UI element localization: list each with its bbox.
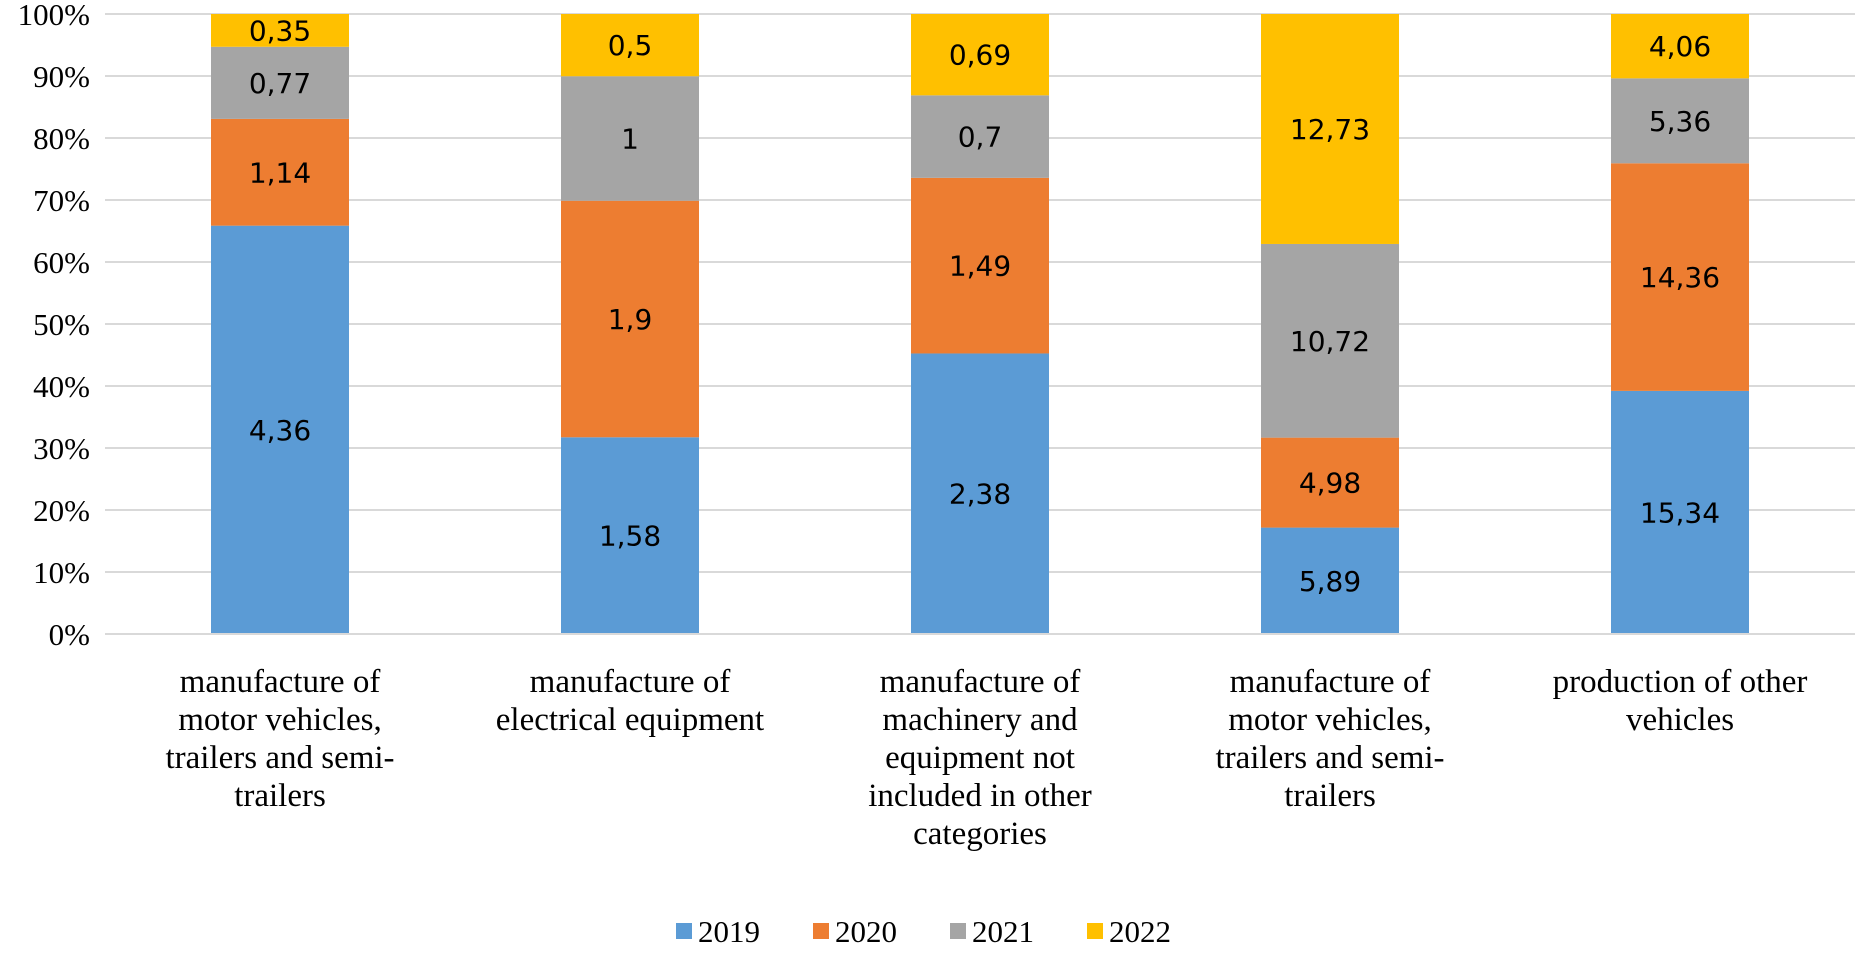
x-category-label-line: electrical equipment xyxy=(496,702,764,738)
data-label: 12,73 xyxy=(1290,113,1370,146)
data-label: 15,34 xyxy=(1640,496,1720,529)
bar-segment-2021 xyxy=(561,76,699,201)
x-category-label-line: motor vehicles, xyxy=(1228,702,1431,738)
x-category-label-line: categories xyxy=(913,816,1047,852)
data-label: 4,06 xyxy=(1649,30,1711,63)
data-label: 1,58 xyxy=(599,520,661,553)
data-label: 0,35 xyxy=(249,14,311,47)
bars: 4,36 1,14 0,77 0,35 1,58 1,9 1 0,5 2,38 1,49 0,7 0,… xyxy=(211,14,1749,635)
legend-label: 2019 xyxy=(698,914,760,949)
x-category-label-line: manufacture of xyxy=(530,664,731,700)
legend-swatch-2019 xyxy=(676,923,692,939)
bar-segment-2020 xyxy=(1611,163,1749,391)
bar-segment-2020 xyxy=(561,200,699,438)
x-category-label-line: manufacture of xyxy=(180,664,381,700)
bar-segment-2021 xyxy=(911,95,1049,178)
bar-segment-2022 xyxy=(211,14,349,47)
y-tick-label: 90% xyxy=(33,59,90,94)
data-label: 4,98 xyxy=(1299,467,1361,500)
bar-segment-2022 xyxy=(1611,14,1749,79)
x-category-label-line: trailers xyxy=(1284,778,1376,814)
x-category-label: manufacture of motor vehicles, trailers an… xyxy=(165,664,394,814)
x-category-label: manufacture of machinery and equipment not… xyxy=(868,664,1092,852)
bar-segment-2019 xyxy=(1611,390,1749,634)
x-category-label: production of other vehicles xyxy=(1553,664,1808,738)
y-tick-label: 20% xyxy=(33,493,90,528)
y-tick-label: 40% xyxy=(33,369,90,404)
data-label: 1,9 xyxy=(608,303,653,336)
y-tick-label: 80% xyxy=(33,121,90,156)
legend-label: 2022 xyxy=(1109,914,1171,949)
y-tick-label: 30% xyxy=(33,431,90,466)
data-label: 10,72 xyxy=(1290,325,1370,358)
bar-segment-2019 xyxy=(561,437,699,634)
data-label: 1 xyxy=(621,122,639,155)
y-tick-label: 50% xyxy=(33,307,90,342)
bar-segment-2022 xyxy=(1261,14,1399,244)
legend-label: 2020 xyxy=(835,914,897,949)
data-label: 5,89 xyxy=(1299,565,1361,598)
legend-swatch-2021 xyxy=(950,923,966,939)
data-label: 1,49 xyxy=(949,250,1011,283)
x-axis: manufacture of motor vehicles, trailers an… xyxy=(105,633,1855,852)
y-tick-label: 60% xyxy=(33,245,90,280)
x-category-label: manufacture of electrical equipment xyxy=(496,664,764,738)
legend-label: 2021 xyxy=(972,914,1034,949)
bar-segment-2021 xyxy=(1611,78,1749,164)
legend: 2019 2020 2021 2022 xyxy=(676,914,1171,949)
y-axis: 0% 10% 20% 30% 40% 50% 60% 70% 80% 90% 100% xyxy=(18,0,90,652)
legend-swatch-2022 xyxy=(1087,923,1103,939)
y-tick-label: 0% xyxy=(49,617,90,652)
bar-segment-2019 xyxy=(1261,527,1399,634)
bar-segment-2021 xyxy=(1261,243,1399,438)
x-category-label-line: equipment not xyxy=(885,740,1075,776)
x-category-label-line: trailers and semi- xyxy=(1215,740,1444,776)
data-label: 5,36 xyxy=(1649,105,1711,138)
bar-segment-2022 xyxy=(911,14,1049,96)
legend-swatch-2020 xyxy=(813,923,829,939)
y-tick-label: 100% xyxy=(18,0,90,32)
bar-segment-2020 xyxy=(1261,437,1399,528)
data-label: 14,36 xyxy=(1640,261,1720,294)
y-tick-label: 70% xyxy=(33,183,90,218)
bar-segment-2020 xyxy=(911,177,1049,354)
data-label: 1,14 xyxy=(249,156,311,189)
bar-segment-2021 xyxy=(211,46,349,119)
x-category-label: manufacture of motor vehicles, trailers an… xyxy=(1215,664,1444,814)
x-category-label-line: trailers and semi- xyxy=(165,740,394,776)
data-label: 0,77 xyxy=(249,67,311,100)
data-label: 0,5 xyxy=(608,29,653,62)
data-label: 0,69 xyxy=(949,39,1011,72)
x-category-label-line: included in other xyxy=(868,778,1092,814)
bar-segment-2019 xyxy=(911,353,1049,634)
y-tick-label: 10% xyxy=(33,555,90,590)
data-label: 0,7 xyxy=(958,121,1003,154)
bar-segment-2019 xyxy=(211,225,349,635)
x-category-label-line: manufacture of xyxy=(1230,664,1431,700)
x-category-label-line: trailers xyxy=(234,778,326,814)
x-category-label-line: machinery and xyxy=(882,702,1078,738)
x-category-label-line: motor vehicles, xyxy=(178,702,381,738)
data-label: 2,38 xyxy=(949,478,1011,511)
bar-segment-2022 xyxy=(561,14,699,77)
x-category-label-line: production of other xyxy=(1553,664,1808,700)
x-category-label-line: vehicles xyxy=(1626,702,1734,738)
data-label: 4,36 xyxy=(249,414,311,447)
bar-segment-2020 xyxy=(211,118,349,226)
x-category-label-line: manufacture of xyxy=(880,664,1081,700)
